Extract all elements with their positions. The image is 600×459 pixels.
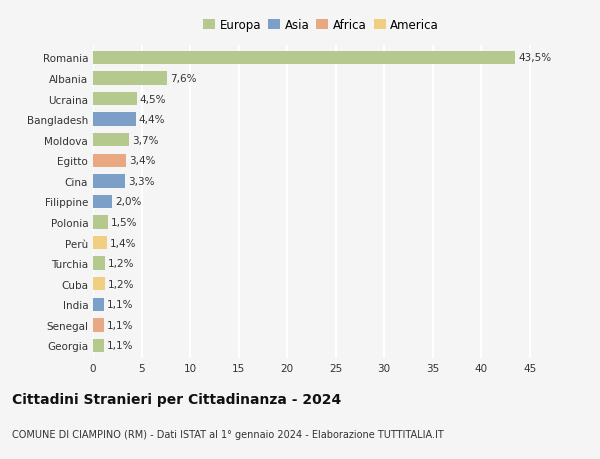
Bar <box>93 319 104 332</box>
Bar <box>93 236 107 250</box>
Bar <box>93 216 107 229</box>
Bar <box>93 339 104 353</box>
Text: 3,7%: 3,7% <box>132 135 158 146</box>
Bar <box>93 298 104 311</box>
Bar <box>93 154 126 168</box>
Text: 4,4%: 4,4% <box>139 115 165 125</box>
Text: 4,5%: 4,5% <box>140 94 166 104</box>
Text: Cittadini Stranieri per Cittadinanza - 2024: Cittadini Stranieri per Cittadinanza - 2… <box>12 392 341 406</box>
Bar <box>93 175 125 188</box>
Bar <box>93 93 137 106</box>
Text: 7,6%: 7,6% <box>170 74 196 84</box>
Text: 1,1%: 1,1% <box>107 341 133 351</box>
Text: 1,4%: 1,4% <box>109 238 136 248</box>
Text: 3,4%: 3,4% <box>129 156 155 166</box>
Text: 43,5%: 43,5% <box>518 53 551 63</box>
Text: 2,0%: 2,0% <box>115 197 142 207</box>
Bar <box>93 277 104 291</box>
Text: 3,3%: 3,3% <box>128 176 154 186</box>
Text: 1,1%: 1,1% <box>107 320 133 330</box>
Text: 1,1%: 1,1% <box>107 300 133 310</box>
Bar <box>93 113 136 127</box>
Legend: Europa, Asia, Africa, America: Europa, Asia, Africa, America <box>198 15 444 37</box>
Bar <box>93 257 104 270</box>
Bar <box>93 134 129 147</box>
Text: 1,5%: 1,5% <box>110 218 137 228</box>
Bar <box>93 51 515 65</box>
Text: COMUNE DI CIAMPINO (RM) - Dati ISTAT al 1° gennaio 2024 - Elaborazione TUTTITALI: COMUNE DI CIAMPINO (RM) - Dati ISTAT al … <box>12 429 444 439</box>
Text: 1,2%: 1,2% <box>107 258 134 269</box>
Bar <box>93 72 167 85</box>
Text: 1,2%: 1,2% <box>107 279 134 289</box>
Bar <box>93 195 112 209</box>
